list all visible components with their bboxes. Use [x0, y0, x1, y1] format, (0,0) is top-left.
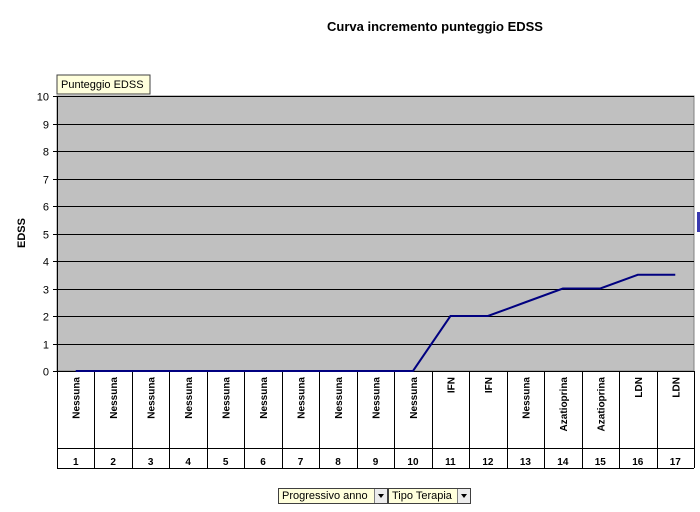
- therapy-label: LDN: [634, 377, 645, 398]
- therapy-label: Nessuna: [409, 377, 420, 419]
- year-label: 16: [632, 457, 644, 468]
- therapy-label: IFN: [484, 377, 495, 393]
- dropdown-arrow-icon[interactable]: [457, 489, 470, 503]
- therapy-label: Nessuna: [72, 377, 83, 419]
- therapy-label: Nessuna: [222, 377, 233, 419]
- therapy-label: Nessuna: [521, 377, 532, 419]
- y-tick-label: 8: [43, 147, 49, 159]
- y-tick-label: 5: [43, 230, 49, 242]
- year-label: 9: [373, 457, 379, 468]
- data-field-button[interactable]: Punteggio EDSS: [56, 74, 151, 95]
- year-label: 14: [557, 457, 569, 468]
- year-label: 6: [260, 457, 266, 468]
- year-label: 5: [223, 457, 229, 468]
- year-label: 8: [335, 457, 341, 468]
- therapy-label: Azatioprina: [596, 377, 607, 432]
- y-tick-label: 7: [43, 175, 49, 187]
- y-tick-label: 10: [37, 92, 49, 104]
- year-label: 12: [482, 457, 494, 468]
- year-label: 7: [298, 457, 304, 468]
- therapy-label: Nessuna: [297, 377, 308, 419]
- scroll-marker: [697, 212, 700, 232]
- year-label: 4: [185, 457, 191, 468]
- y-axis-label: EDSS: [16, 218, 28, 248]
- year-label: 3: [148, 457, 154, 468]
- year-label: 15: [595, 457, 607, 468]
- plot-area: [56, 95, 695, 372]
- chart-title: Curva incremento punteggio EDSS: [327, 19, 543, 34]
- y-tick-label: 1: [43, 340, 49, 352]
- therapy-label: Nessuna: [334, 377, 345, 419]
- row-field-label: Progressivo anno: [282, 490, 368, 502]
- y-tick-label: 6: [43, 202, 49, 214]
- y-tick-label: 9: [43, 120, 49, 132]
- row-field-progressivo-anno[interactable]: Progressivo anno: [278, 488, 388, 504]
- year-label: 11: [445, 457, 456, 468]
- year-label: 1: [73, 457, 79, 468]
- dropdown-arrow-icon[interactable]: [374, 489, 387, 503]
- y-tick-label: 0: [43, 367, 49, 379]
- series-line: [75, 273, 676, 372]
- year-label: 10: [407, 457, 419, 468]
- therapy-label: Nessuna: [147, 377, 158, 419]
- therapy-label: Nessuna: [259, 377, 270, 419]
- row-field-label: Tipo Terapia: [392, 490, 452, 502]
- row-field-tipo-terapia[interactable]: Tipo Terapia: [388, 488, 471, 504]
- data-field-label: Punteggio EDSS: [61, 79, 144, 91]
- therapy-label: Nessuna: [184, 377, 195, 419]
- y-tick-label: 4: [43, 257, 49, 269]
- y-tick-label: 2: [43, 312, 49, 324]
- therapy-label: Nessuna: [109, 377, 120, 419]
- therapy-label: IFN: [446, 377, 457, 393]
- therapy-label: LDN: [671, 377, 682, 398]
- therapy-label: Azatioprina: [559, 377, 570, 432]
- year-label: 13: [520, 457, 532, 468]
- therapy-label: Nessuna: [372, 377, 383, 419]
- year-label: 17: [670, 457, 682, 468]
- year-label: 2: [110, 457, 116, 468]
- y-tick-label: 3: [43, 285, 49, 297]
